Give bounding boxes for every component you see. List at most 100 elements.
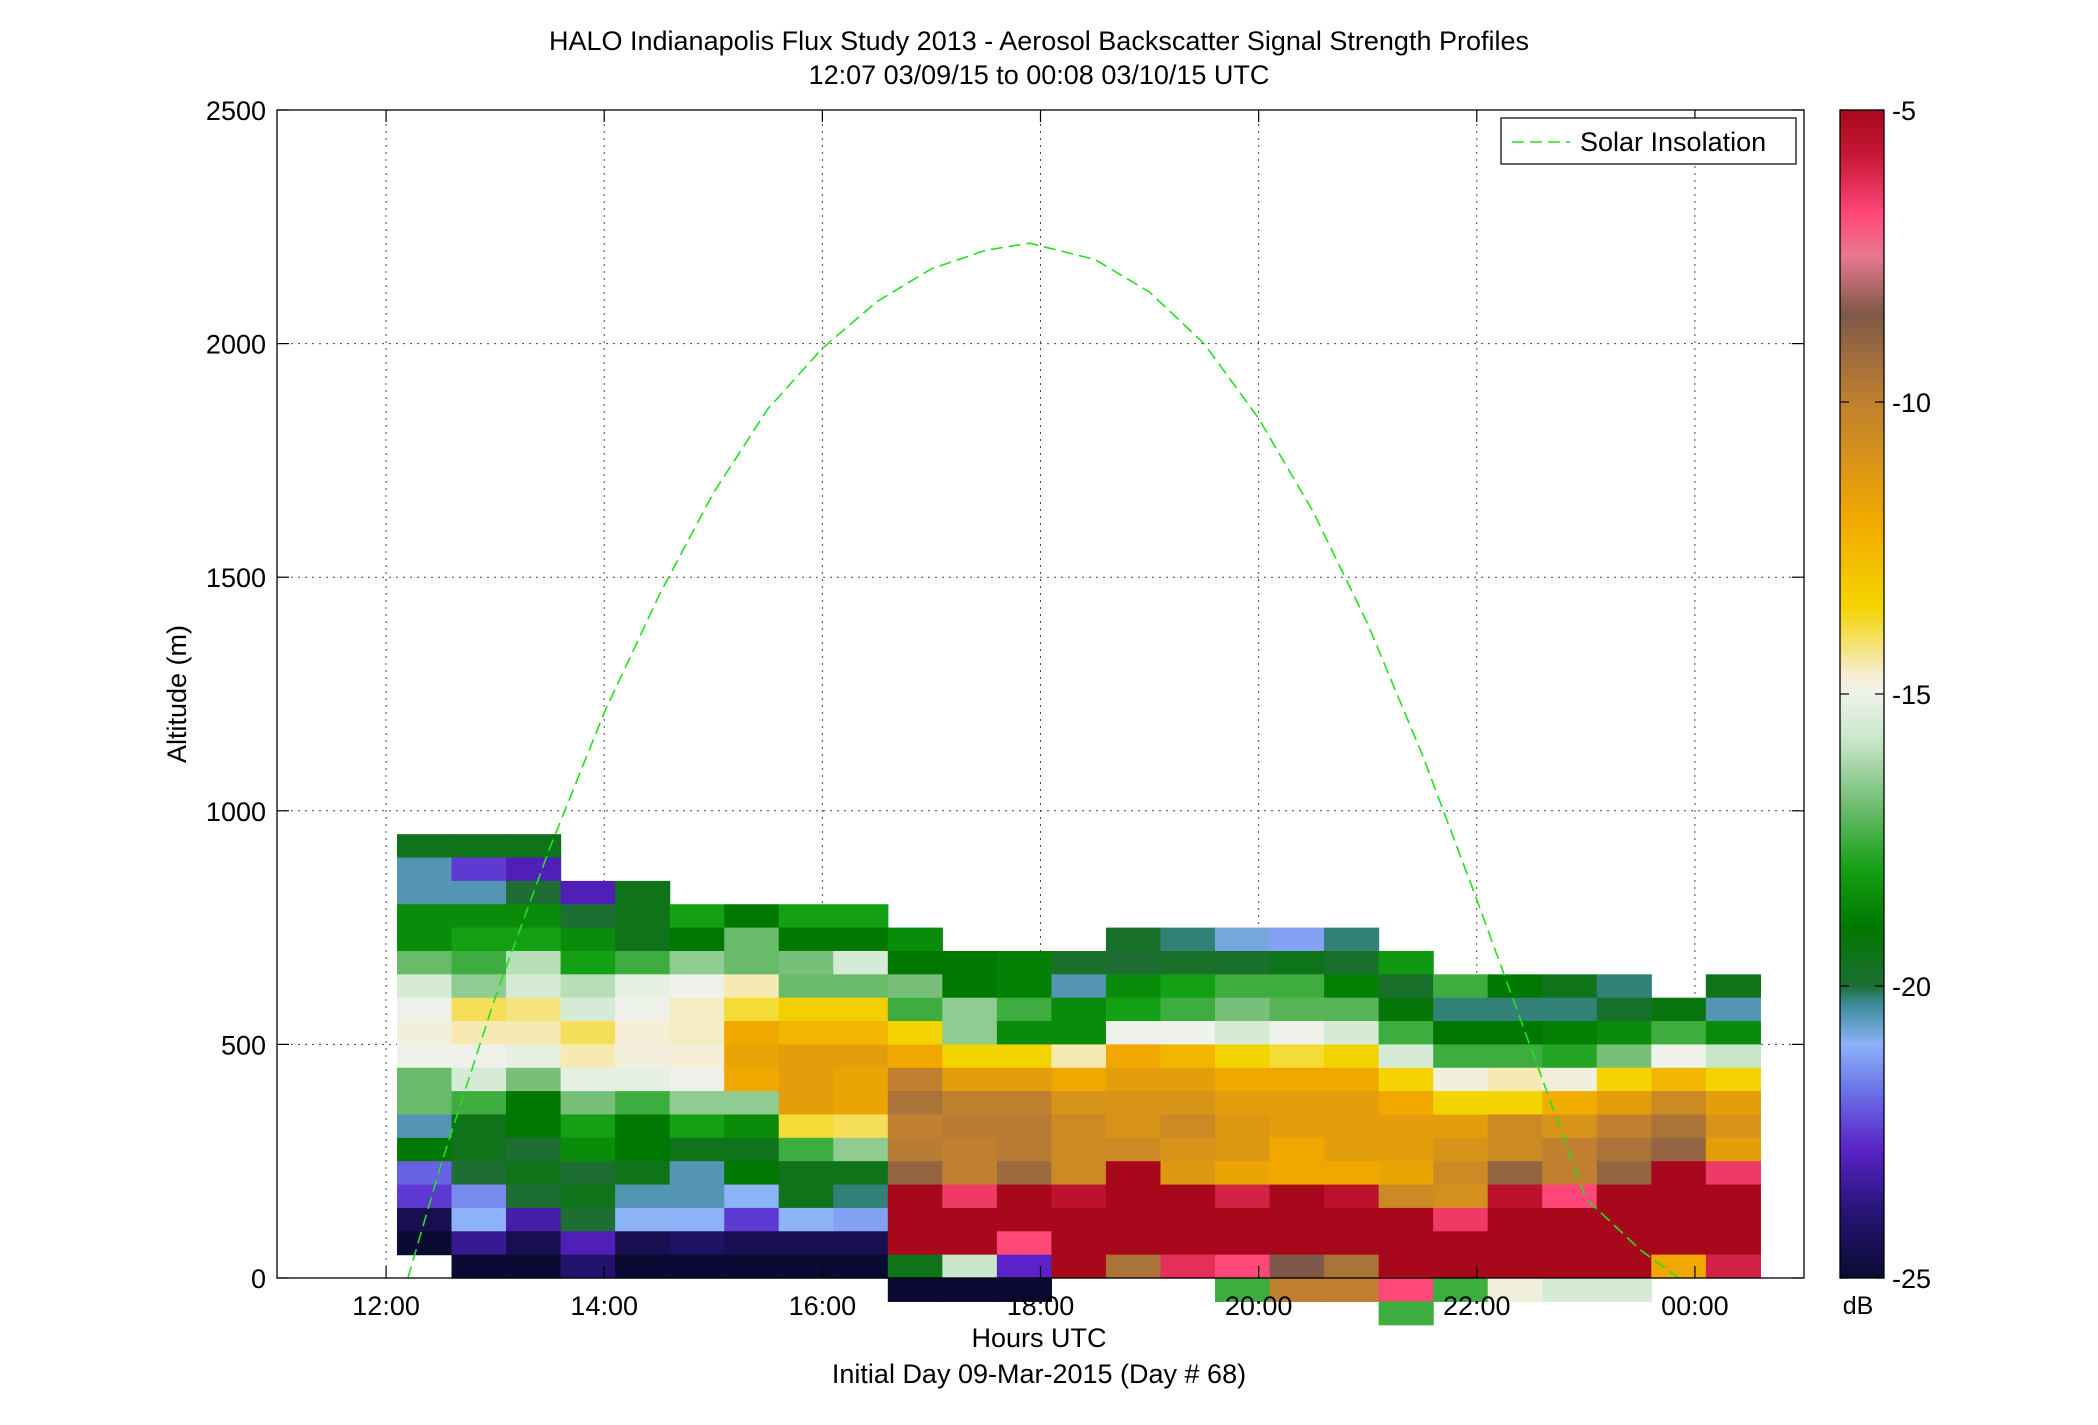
heatmap-cell bbox=[778, 904, 834, 929]
heatmap-cell bbox=[451, 927, 507, 952]
heatmap-cell bbox=[996, 950, 1053, 975]
heatmap-cell bbox=[1596, 1137, 1652, 1162]
heatmap-cell bbox=[996, 997, 1053, 1022]
heatmap-cell bbox=[1705, 1114, 1761, 1139]
heatmap-cell bbox=[1160, 997, 1216, 1022]
heatmap-cell bbox=[1487, 1184, 1543, 1209]
heatmap-cell bbox=[451, 1091, 507, 1116]
heatmap-cell bbox=[669, 1231, 725, 1256]
heatmap-cell bbox=[1105, 1021, 1162, 1045]
heatmap-cell bbox=[1324, 1067, 1380, 1092]
colorbar-tick-label: -5 bbox=[1892, 96, 1916, 126]
heatmap-cell bbox=[396, 880, 453, 905]
heatmap-cell bbox=[615, 1114, 671, 1139]
heatmap-cell bbox=[1160, 927, 1216, 952]
heatmap-cell bbox=[1105, 1231, 1162, 1256]
heatmap-cell bbox=[942, 1207, 998, 1232]
heatmap-cell bbox=[560, 974, 616, 999]
heatmap-cell bbox=[1105, 1137, 1162, 1162]
heatmap-cell bbox=[1378, 1114, 1434, 1139]
heatmap-cell bbox=[506, 1207, 562, 1232]
heatmap-cell bbox=[506, 1231, 562, 1256]
heatmap-cell bbox=[942, 974, 998, 999]
heatmap-cell bbox=[1378, 1021, 1434, 1045]
heatmap-cell bbox=[1160, 1021, 1216, 1045]
heatmap-cells bbox=[396, 834, 1761, 1326]
heatmap-cell bbox=[1215, 997, 1271, 1022]
heatmap-cell bbox=[1105, 1044, 1162, 1069]
heatmap-cell bbox=[1269, 1044, 1325, 1069]
heatmap-cell bbox=[996, 1207, 1053, 1232]
heatmap-cell bbox=[451, 1231, 507, 1256]
heatmap-cell bbox=[1051, 1231, 1107, 1256]
heatmap-cell bbox=[778, 1184, 834, 1209]
heatmap-cell bbox=[451, 904, 507, 929]
heatmap-cell bbox=[887, 1278, 943, 1302]
heatmap-cell bbox=[615, 950, 671, 975]
heatmap-cell bbox=[1378, 1161, 1434, 1186]
heatmap-cell bbox=[1105, 1091, 1162, 1116]
heatmap-cell bbox=[1160, 950, 1216, 975]
heatmap-cell bbox=[1051, 1254, 1107, 1279]
heatmap-cell bbox=[942, 1114, 998, 1139]
heatmap-cell bbox=[1378, 1254, 1434, 1279]
heatmap-cell bbox=[942, 1184, 998, 1209]
heatmap-cell bbox=[396, 1231, 453, 1256]
heatmap-cell bbox=[724, 974, 780, 999]
heatmap-cell bbox=[560, 1091, 616, 1116]
heatmap-cell bbox=[1051, 1207, 1107, 1232]
heatmap-cell bbox=[724, 1184, 780, 1209]
heatmap-cell bbox=[451, 1184, 507, 1209]
heatmap-cell bbox=[996, 1067, 1053, 1092]
heatmap-cell bbox=[1215, 1137, 1271, 1162]
heatmap-cell bbox=[1487, 974, 1543, 999]
heatmap-cell bbox=[833, 1137, 889, 1162]
heatmap-cell bbox=[996, 1161, 1053, 1186]
heatmap-cell bbox=[669, 1067, 725, 1092]
heatmap-cell bbox=[724, 1207, 780, 1232]
heatmap-cell bbox=[1324, 927, 1380, 952]
heatmap-cell bbox=[887, 1021, 943, 1045]
heatmap-cell bbox=[1324, 1231, 1380, 1256]
heatmap-cell bbox=[833, 1161, 889, 1186]
heatmap-cell bbox=[506, 1091, 562, 1116]
heatmap-cell bbox=[887, 1254, 943, 1279]
heatmap-cell bbox=[887, 1161, 943, 1186]
heatmap-cell bbox=[451, 1067, 507, 1092]
heatmap-cell bbox=[1705, 1137, 1761, 1162]
heatmap-cell bbox=[1324, 1091, 1380, 1116]
heatmap-cell bbox=[615, 1137, 671, 1162]
heatmap-cell bbox=[1215, 1254, 1271, 1279]
heatmap-cell bbox=[996, 1231, 1053, 1256]
x-tick-label: 18:00 bbox=[1007, 1291, 1075, 1321]
heatmap-cell bbox=[1705, 1254, 1761, 1279]
heatmap-cell bbox=[1324, 1254, 1380, 1279]
heatmap-cell bbox=[396, 834, 453, 859]
heatmap-cell bbox=[1487, 1254, 1543, 1279]
heatmap-cell bbox=[396, 1067, 453, 1092]
heatmap-cell bbox=[560, 1044, 616, 1069]
heatmap-cell bbox=[1269, 1091, 1325, 1116]
heatmap-cell bbox=[560, 880, 616, 905]
heatmap-cell bbox=[887, 1067, 943, 1092]
heatmap-cell bbox=[1215, 1184, 1271, 1209]
heatmap-cell bbox=[1324, 1207, 1380, 1232]
heatmap-cell bbox=[996, 974, 1053, 999]
heatmap-cell bbox=[1215, 1091, 1271, 1116]
heatmap-cell bbox=[1433, 1021, 1489, 1045]
heatmap-cell bbox=[887, 1044, 943, 1069]
heatmap-cell bbox=[1160, 1137, 1216, 1162]
x-tick-label: 14:00 bbox=[570, 1291, 638, 1321]
heatmap-cell bbox=[724, 1114, 780, 1139]
heatmap-cell bbox=[1105, 927, 1162, 952]
heatmap-cell bbox=[1651, 1067, 1707, 1092]
heatmap-cell bbox=[1105, 1254, 1162, 1279]
plot-area bbox=[276, 109, 1805, 1326]
x-tick-label: 22:00 bbox=[1443, 1291, 1511, 1321]
heatmap-cell bbox=[778, 974, 834, 999]
heatmap-cell bbox=[1542, 1114, 1598, 1139]
heatmap-cell bbox=[1596, 1231, 1652, 1256]
heatmap-cell bbox=[1651, 1207, 1707, 1232]
heatmap-cell bbox=[615, 880, 671, 905]
colorbar: -5 -10 -15 -20 -25 dB bbox=[1839, 96, 1931, 1320]
